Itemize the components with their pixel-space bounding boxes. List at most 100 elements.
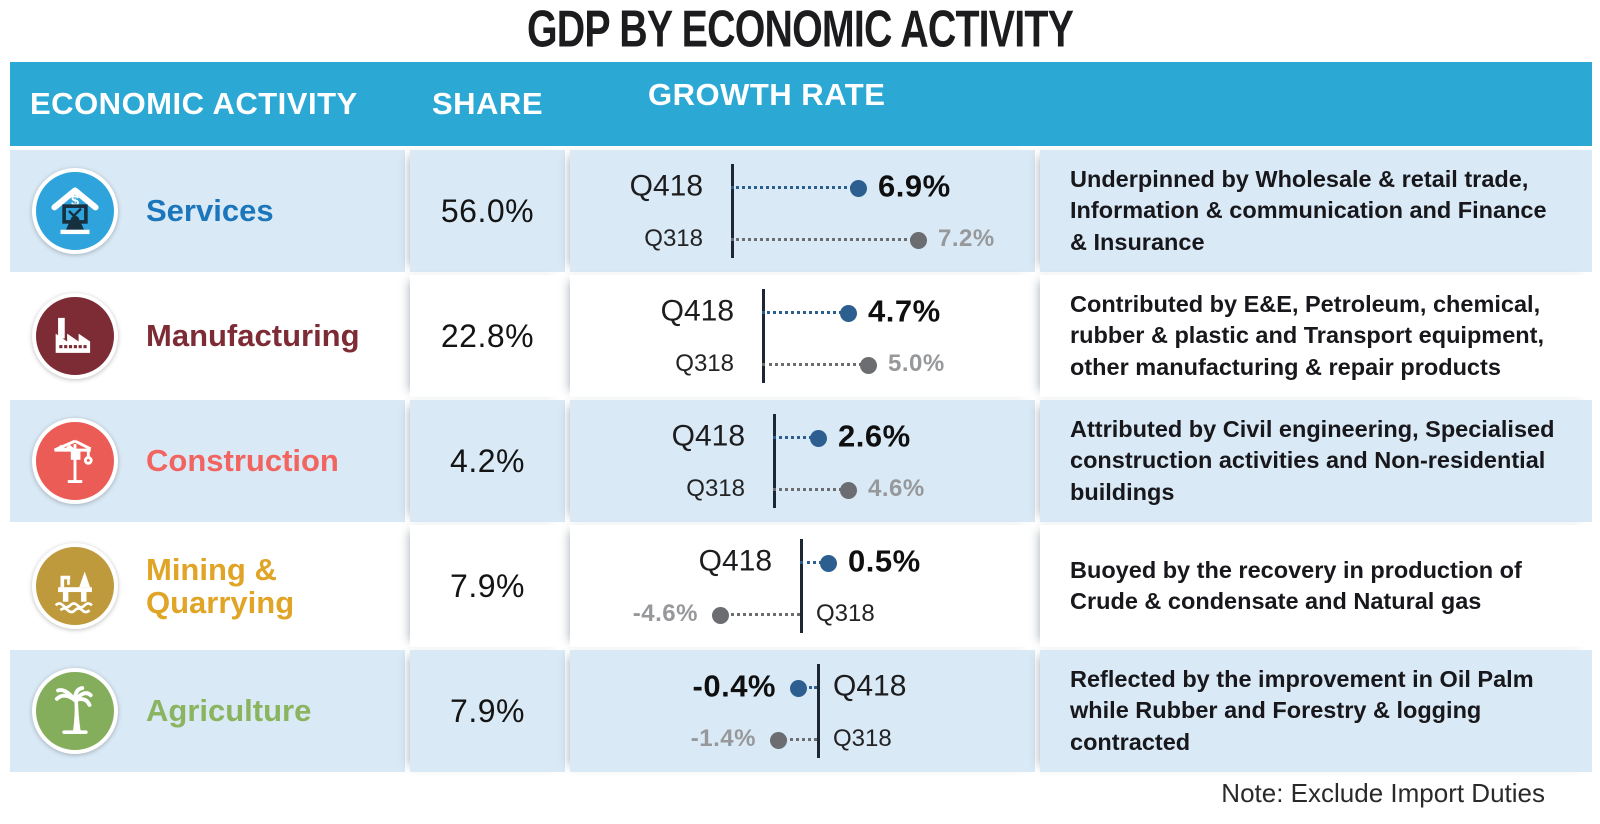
description-cell: Underpinned by Wholesale & retail trade,… [1040, 150, 1592, 272]
q318-dot [769, 731, 787, 749]
q318-dotted-line [778, 738, 817, 741]
growth-value: 4.7% [868, 293, 941, 329]
table-row: Agriculture 7.9% Q418 -0.4% Q318 -1.4% Reflect… [10, 650, 1592, 772]
activity-label: Services [146, 193, 274, 229]
q318-dot [859, 356, 877, 374]
growth-cell: Q418 2.6% Q318 4.6% [570, 400, 1035, 522]
growth-cell: Q418 0.5% Q318 -4.6% [570, 525, 1035, 647]
share-value: 7.9% [450, 567, 525, 604]
growth-value: 5.0% [888, 349, 945, 377]
quarter-label: Q318 [686, 474, 745, 502]
share-cell: 56.0% [410, 150, 565, 272]
table-rows: $ Services 56.0% Q418 6.9% Q318 7.2% Underpinn… [10, 150, 1592, 775]
footnote: Note: Exclude Import Duties [1221, 778, 1545, 808]
table-row: $ Services 56.0% Q418 6.9% Q318 7.2% Underpinn… [10, 150, 1592, 272]
growth-rate-chart: Q418 4.7% Q318 5.0% [570, 275, 1035, 397]
description-cell: Attributed by Civil engineering, Special… [1040, 400, 1592, 522]
chart-axis-line [800, 539, 803, 633]
activity-cell: Mining & Quarrying [10, 525, 405, 647]
quarter-label: Q418 [671, 419, 745, 453]
q418-dot [839, 304, 857, 322]
chart-axis-line [762, 289, 765, 383]
growth-value: 0.5% [848, 543, 921, 579]
q418-dot [789, 679, 807, 697]
q418-dotted-line [798, 686, 817, 689]
quarter-label: Q418 [629, 169, 703, 203]
description-text: Attributed by Civil engineering, Special… [1070, 416, 1555, 505]
growth-rate-chart: Q418 -0.4% Q318 -1.4% [570, 650, 1035, 772]
chart-axis-line [731, 164, 734, 258]
activity-label: Manufacturing [146, 318, 360, 354]
growth-cell: Q418 -0.4% Q318 -1.4% [570, 650, 1035, 772]
growth-value: -4.6% [632, 599, 698, 627]
share-cell: 7.9% [410, 650, 565, 772]
q418-dotted-line [800, 561, 828, 564]
column-header-growth-rate: GROWTH RATE [648, 77, 886, 112]
q318-dotted-line [773, 488, 848, 491]
quarter-label: Q318 [675, 349, 734, 377]
activity-cell: Construction [10, 400, 405, 522]
share-value: 7.9% [450, 692, 525, 729]
chart-axis-line [817, 664, 820, 758]
growth-value: -0.4% [692, 668, 776, 704]
activity-cell: $ Services [10, 150, 405, 272]
description-text: Contributed by E&E, Petroleum, chemical,… [1070, 291, 1544, 380]
quarter-label: Q318 [833, 724, 892, 752]
table-header: ECONOMIC ACTIVITY SHARE GROWTH RATE [10, 62, 1592, 146]
growth-value: 6.9% [878, 168, 951, 204]
chart-axis-line [773, 414, 776, 508]
q318-dot [909, 231, 927, 249]
q418-dot [809, 429, 827, 447]
activity-label: Mining & Quarrying [146, 551, 295, 620]
factory-icon [32, 293, 118, 379]
growth-cell: Q418 6.9% Q318 7.2% [570, 150, 1035, 272]
q318-dot [839, 481, 857, 499]
growth-value: 2.6% [838, 418, 911, 454]
table-row: Manufacturing 22.8% Q418 4.7% Q318 5.0% Contri… [10, 275, 1592, 397]
description-text: Reflected by the improvement in Oil Palm… [1070, 666, 1534, 755]
page-title: GDP BY ECONOMIC ACTIVITY [526, 1, 1074, 59]
table-row: Mining & Quarrying 7.9% Q418 0.5% Q318 -4.6% B… [10, 525, 1592, 647]
q318-dotted-line [731, 238, 918, 241]
growth-rate-chart: Q418 0.5% Q318 -4.6% [570, 525, 1035, 647]
svg-text:$: $ [71, 194, 79, 210]
share-value: 4.2% [450, 442, 525, 479]
column-header-share: SHARE [431, 86, 543, 121]
services-building-icon: $ [32, 168, 118, 254]
q418-dotted-line [762, 311, 848, 314]
palm-tree-icon [32, 668, 118, 754]
description-text: Underpinned by Wholesale & retail trade,… [1070, 166, 1547, 255]
description-text: Buoyed by the recovery in production of … [1070, 556, 1522, 614]
table-row: Construction 4.2% Q418 2.6% Q318 4.6% Attribut… [10, 400, 1592, 522]
description-cell: Reflected by the improvement in Oil Palm… [1040, 650, 1592, 772]
q318-dotted-line [720, 613, 800, 616]
growth-value: 4.6% [868, 474, 925, 502]
share-cell: 22.8% [410, 275, 565, 397]
quarter-label: Q318 [816, 599, 875, 627]
q418-dot [849, 179, 867, 197]
share-cell: 7.9% [410, 525, 565, 647]
activity-cell: Manufacturing [10, 275, 405, 397]
activity-cell: Agriculture [10, 650, 405, 772]
growth-value: -1.4% [690, 724, 756, 752]
growth-cell: Q418 4.7% Q318 5.0% [570, 275, 1035, 397]
share-value: 22.8% [440, 317, 535, 354]
activity-label: Construction [146, 443, 339, 479]
description-cell: Buoyed by the recovery in production of … [1040, 525, 1592, 647]
growth-rate-chart: Q418 2.6% Q318 4.6% [570, 400, 1035, 522]
q318-dotted-line [762, 363, 868, 366]
growth-value: 7.2% [938, 224, 995, 252]
growth-rate-chart: Q418 6.9% Q318 7.2% [570, 150, 1035, 272]
oil-rig-icon [32, 543, 118, 629]
activity-label: Agriculture [146, 693, 312, 729]
share-value: 56.0% [440, 192, 535, 229]
column-header-economic-activity: ECONOMIC ACTIVITY [30, 86, 358, 121]
quarter-label: Q418 [833, 669, 907, 703]
quarter-label: Q418 [698, 544, 772, 578]
crane-icon [32, 418, 118, 504]
quarter-label: Q418 [660, 294, 734, 328]
q318-dot [711, 606, 729, 624]
quarter-label: Q318 [644, 224, 703, 252]
q418-dot [819, 554, 837, 572]
